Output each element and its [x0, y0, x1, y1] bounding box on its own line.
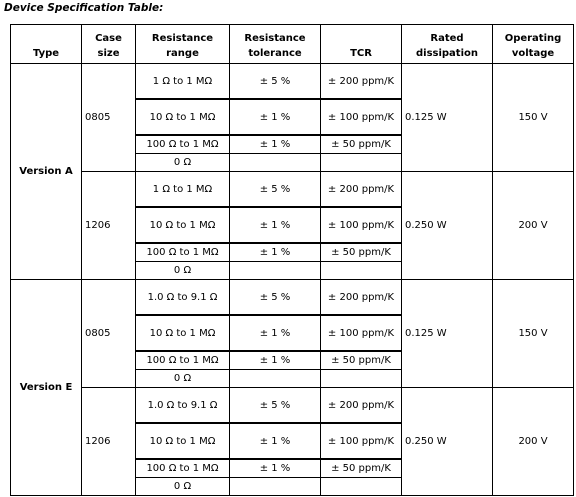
column-header: Type [10, 24, 82, 64]
voltage-cell: 200 V [492, 171, 574, 280]
range-cell: 10 Ω to 1 MΩ [135, 206, 230, 244]
tolerance-cell: ± 5 % [229, 63, 321, 100]
table-row: 1206 1.0 Ω to 9.1 Ω ± 5 % ± 200 ppm/K 0.250 … [11, 387, 574, 496]
tolerance-cell: ± 5 % [229, 279, 321, 316]
dissipation-cell: 0.250 W [401, 171, 493, 280]
range-cell: 0 Ω [135, 477, 230, 496]
tcr-cell: ± 50 ppm/K [320, 134, 402, 154]
column-header: TCR [320, 24, 402, 64]
range-cell: 10 Ω to 1 MΩ [135, 314, 230, 352]
column-header: Operating voltage [492, 24, 574, 64]
range-cell: 10 Ω to 1 MΩ [135, 98, 230, 136]
range-cell: 0 Ω [135, 369, 230, 388]
table-row: 100 Ω to 1 MΩ ± 1 % ± 50 ppm/K [11, 458, 574, 478]
spec-table: Type Case size Resistance range Resistance … [10, 24, 574, 496]
range-cell: 1 Ω to 1 MΩ [135, 63, 230, 100]
range-cell: 1.0 Ω to 9.1 Ω [135, 279, 230, 316]
tcr-cell [320, 477, 402, 496]
tolerance-cell: ± 5 % [229, 387, 321, 424]
table-row: Version A 0805 1 Ω to 1 MΩ ± 5 % ± 200 ppm/K… [10, 63, 574, 280]
case-size-cell: 1206 [81, 171, 136, 280]
range-cell: 100 Ω to 1 MΩ [135, 458, 230, 478]
table-row: 0 Ω [11, 153, 574, 172]
range-cell: 100 Ω to 1 MΩ [135, 134, 230, 154]
tcr-cell: ± 200 ppm/K [320, 63, 402, 100]
table-row: Version E 0805 1.0 Ω to 9.1 Ω ± 5 % ± 200 pp… [10, 279, 574, 496]
type-cell: Version E [10, 279, 82, 496]
column-header: Resistance tolerance [229, 24, 321, 64]
tcr-cell: ± 50 ppm/K [320, 350, 402, 370]
voltage-cell: 200 V [492, 387, 574, 496]
range-cell: 0 Ω [135, 153, 230, 172]
voltage-cell: 150 V [492, 63, 574, 172]
table-body: Version A 0805 1 Ω to 1 MΩ ± 5 % ± 200 ppm/K… [10, 63, 574, 496]
type-cell: Version A [10, 63, 82, 280]
tolerance-cell: ± 1 % [229, 314, 321, 352]
dissipation-cell: 0.125 W [401, 63, 493, 172]
range-cell: 0 Ω [135, 261, 230, 280]
tcr-cell: ± 100 ppm/K [320, 206, 402, 244]
tcr-cell: ± 50 ppm/K [320, 458, 402, 478]
tcr-cell: ± 200 ppm/K [320, 171, 402, 208]
column-header: Resistance range [135, 24, 230, 64]
tolerance-cell: ± 1 % [229, 206, 321, 244]
tcr-cell: ± 100 ppm/K [320, 422, 402, 460]
tcr-cell [320, 261, 402, 280]
column-header: Rated dissipation [401, 24, 493, 64]
tcr-cell: ± 50 ppm/K [320, 242, 402, 262]
table-row: 1206 1 Ω to 1 MΩ ± 5 % ± 200 ppm/K 0.250 W 20… [11, 171, 574, 280]
tolerance-cell [229, 477, 321, 496]
tcr-cell: ± 200 ppm/K [320, 387, 402, 424]
range-cell: 100 Ω to 1 MΩ [135, 242, 230, 262]
table-row: 100 Ω to 1 MΩ ± 1 % ± 50 ppm/K [11, 350, 574, 370]
tolerance-cell [229, 153, 321, 172]
table-row: 0 Ω [11, 369, 574, 388]
voltage-cell: 150 V [492, 279, 574, 388]
case-size-cell: 1206 [81, 387, 136, 496]
dissipation-cell: 0.125 W [401, 279, 493, 388]
range-cell: 100 Ω to 1 MΩ [135, 350, 230, 370]
header-row: Type Case size Resistance range Resistance … [10, 24, 574, 64]
table-row: 100 Ω to 1 MΩ ± 1 % ± 50 ppm/K [11, 242, 574, 262]
table-row: 10 Ω to 1 MΩ ± 1 % ± 100 ppm/K [11, 422, 574, 460]
tolerance-cell: ± 1 % [229, 458, 321, 478]
case-size-cell: 0805 [81, 279, 136, 388]
dissipation-cell: 0.250 W [401, 387, 493, 496]
tolerance-cell: ± 1 % [229, 350, 321, 370]
tcr-cell [320, 369, 402, 388]
case-size-cell: 0805 [81, 63, 136, 172]
table-row: 0 Ω [11, 477, 574, 496]
tolerance-cell: ± 1 % [229, 98, 321, 136]
column-header: Case size [81, 24, 136, 64]
range-cell: 10 Ω to 1 MΩ [135, 422, 230, 460]
tcr-cell: ± 100 ppm/K [320, 98, 402, 136]
table-title: Device Specification Table: [4, 2, 164, 14]
tcr-cell [320, 153, 402, 172]
tolerance-cell: ± 1 % [229, 134, 321, 154]
tolerance-cell: ± 1 % [229, 422, 321, 460]
tolerance-cell [229, 369, 321, 388]
tolerance-cell: ± 5 % [229, 171, 321, 208]
range-cell: 1 Ω to 1 MΩ [135, 171, 230, 208]
tcr-cell: ± 100 ppm/K [320, 314, 402, 352]
table-row: 0 Ω [11, 261, 574, 280]
tolerance-cell [229, 261, 321, 280]
tolerance-cell: ± 1 % [229, 242, 321, 262]
range-cell: 1.0 Ω to 9.1 Ω [135, 387, 230, 424]
tcr-cell: ± 200 ppm/K [320, 279, 402, 316]
